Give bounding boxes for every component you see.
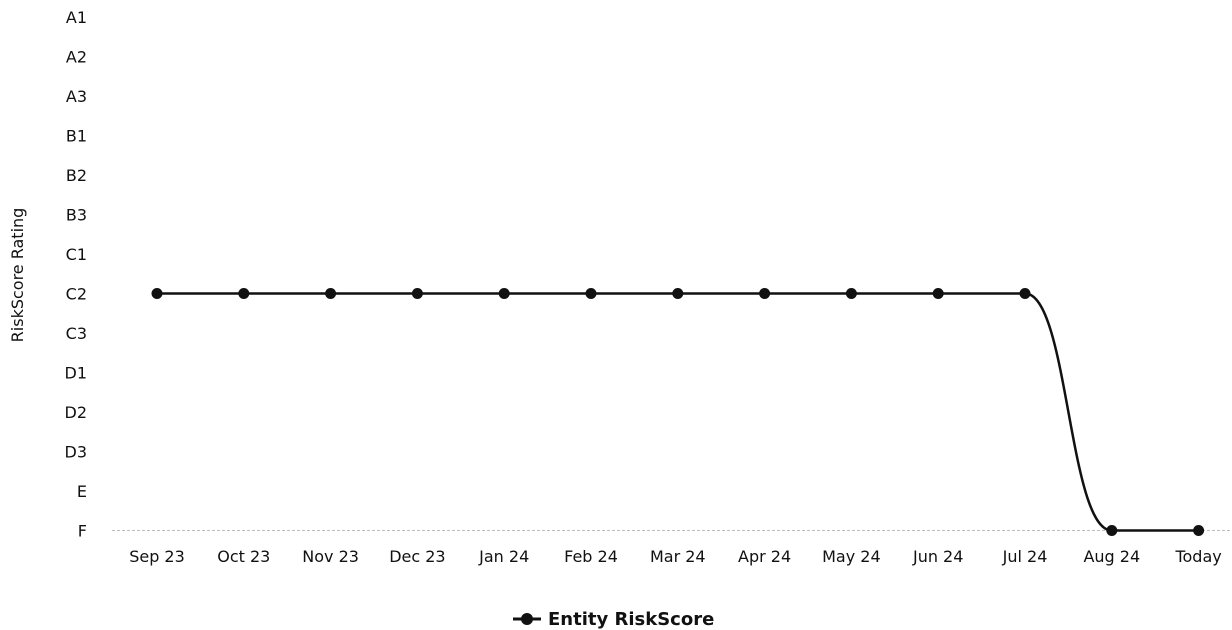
- x-tick-label: Jul 24: [1002, 547, 1048, 566]
- x-tick-label: Jan 24: [478, 547, 529, 566]
- y-tick-label: B1: [66, 127, 87, 146]
- data-point[interactable]: [932, 288, 944, 299]
- y-tick-label: D1: [65, 364, 88, 383]
- x-tick-label: Apr 24: [738, 547, 791, 566]
- legend-label[interactable]: Entity RiskScore: [548, 609, 714, 630]
- y-tick-label: F: [78, 522, 87, 541]
- x-tick-label: Today: [1174, 547, 1221, 566]
- data-point[interactable]: [1019, 288, 1031, 299]
- data-point[interactable]: [672, 288, 684, 299]
- y-axis-ticks: A1 A2 A3 B1 B2 B3 C1 C2 C3 D1 D2 D3 E F: [65, 8, 88, 541]
- x-tick-label: Feb 24: [564, 547, 618, 566]
- y-tick-label: C3: [66, 324, 87, 343]
- x-tick-label: Aug 24: [1083, 547, 1140, 566]
- data-point[interactable]: [325, 288, 337, 299]
- x-tick-label: May 24: [822, 547, 881, 566]
- y-tick-label: B3: [66, 206, 87, 225]
- y-tick-label: A1: [66, 8, 87, 27]
- y-tick-label: E: [77, 482, 87, 501]
- x-axis-ticks: Sep 23 Oct 23 Nov 23 Dec 23 Jan 24 Feb 24 Mar …: [129, 547, 1222, 566]
- data-point[interactable]: [151, 288, 163, 299]
- x-tick-label: Mar 24: [650, 547, 706, 566]
- data-point[interactable]: [238, 288, 250, 299]
- data-point[interactable]: [411, 288, 423, 299]
- data-point[interactable]: [845, 288, 857, 299]
- y-tick-label: B2: [66, 166, 87, 185]
- legend-dot-marker: [521, 613, 533, 625]
- x-tick-label: Nov 23: [302, 547, 359, 566]
- series-line: [157, 292, 1199, 532]
- data-point[interactable]: [1106, 525, 1118, 536]
- data-point[interactable]: [759, 288, 771, 299]
- legend[interactable]: Entity RiskScore: [513, 609, 714, 630]
- x-tick-label: Oct 23: [217, 547, 270, 566]
- y-axis-label: RiskScore Rating: [8, 208, 27, 343]
- x-tick-label: Dec 23: [389, 547, 445, 566]
- y-tick-label: A3: [66, 87, 87, 106]
- series-group: [151, 288, 1205, 536]
- data-point[interactable]: [1193, 525, 1205, 536]
- y-tick-label: C1: [66, 245, 87, 264]
- y-tick-label: D2: [65, 403, 88, 422]
- x-tick-label: Sep 23: [129, 547, 185, 566]
- x-tick-label: Jun 24: [912, 547, 963, 566]
- data-point[interactable]: [585, 288, 597, 299]
- y-tick-label: D3: [65, 443, 88, 462]
- y-tick-label: A2: [66, 48, 87, 67]
- y-tick-label: C2: [66, 285, 87, 304]
- data-point[interactable]: [498, 288, 510, 299]
